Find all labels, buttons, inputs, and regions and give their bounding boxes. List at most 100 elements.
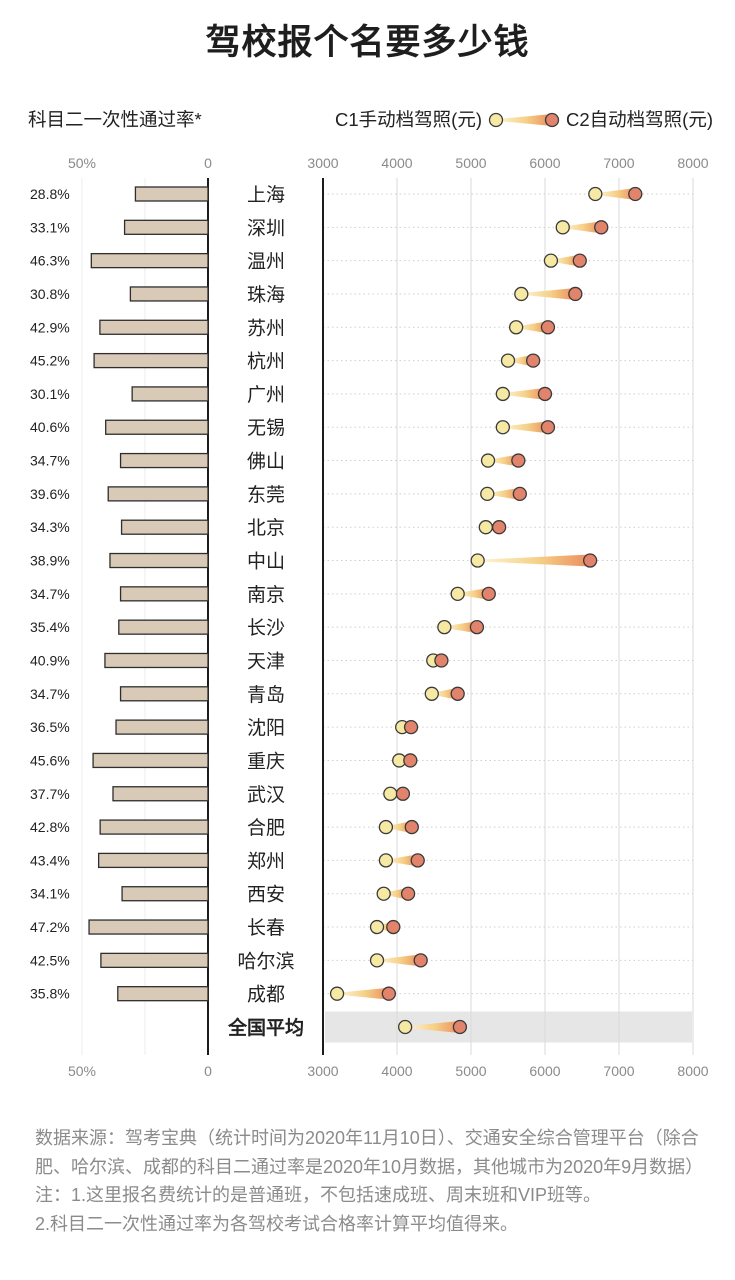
c1-price-marker: [495, 386, 510, 402]
city-label: 青岛: [247, 684, 285, 706]
c2-price-marker: [395, 786, 411, 801]
city-label: 上海: [247, 184, 285, 206]
city-label: 温州: [247, 251, 285, 273]
city-label: 武汉: [247, 784, 285, 806]
page-title: 驾校报个名要多少钱: [205, 23, 530, 62]
city-label: 无锡: [247, 417, 285, 439]
footer-notes: 数据来源：驾考宝典（统计时间为2020年11月10日）、交通安全综合管理平台（除…: [35, 1124, 703, 1238]
price-gap-connector: [457, 587, 489, 600]
c2-price-marker: [404, 819, 419, 835]
pass-rate-tick-label-top: 0: [204, 155, 212, 171]
city-label: 中山: [247, 551, 285, 573]
city-row: 40.6% 无锡: [30, 417, 556, 439]
pass-rate-bar: [119, 586, 209, 602]
c1-price-marker: [383, 786, 398, 801]
c2-price-marker: [410, 853, 425, 868]
city-row: 39.6% 东莞: [30, 484, 527, 506]
c2-price-marker: [400, 886, 416, 901]
pass-rate-label: 33.1%: [30, 219, 70, 235]
legend-c1-label: C1手动档驾照(元): [335, 109, 483, 130]
price-tick-label-bottom: 6000: [529, 1063, 560, 1079]
pass-rate-bar: [88, 919, 209, 935]
city-label: 成都: [247, 984, 285, 1006]
legend-c2-label: C2自动档驾照(元): [566, 109, 713, 130]
city-label: 合肥: [247, 817, 285, 839]
pass-rate-label: 34.1%: [30, 886, 70, 902]
c2-price-marker: [568, 286, 583, 302]
city-label: 珠海: [247, 284, 285, 306]
city-label: 长沙: [247, 617, 285, 639]
city-row: 33.1% 深圳: [30, 217, 609, 239]
c1-price-marker: [369, 919, 385, 935]
price-gap-connector: [385, 854, 418, 867]
city-row: 43.4% 郑州: [30, 850, 425, 872]
city-row: 37.7% 武汉: [30, 784, 411, 806]
pass-rate-bar: [90, 252, 209, 269]
pass-rate-label: 36.5%: [30, 719, 70, 735]
pass-rate-label: 42.8%: [30, 819, 70, 835]
c2-price-marker: [381, 986, 397, 1001]
c2-price-marker: [572, 253, 587, 268]
legend-c2-marker: [544, 112, 560, 128]
city-label: 哈尔滨: [237, 950, 294, 972]
c1-price-marker: [495, 420, 510, 435]
c1-price-marker: [480, 453, 496, 468]
pass-rate-label: 38.9%: [30, 553, 70, 569]
footnote-2: 2.科目二一次性通过率为各驾校考试合格率计算平均值得来。: [35, 1213, 519, 1234]
c1-price-marker: [397, 1019, 413, 1035]
price-tick-label-top: 4000: [381, 155, 412, 171]
city-row: 28.8% 上海: [30, 184, 643, 206]
pass-rate-label: 30.1%: [30, 386, 70, 402]
city-row: 42.8% 合肥: [30, 817, 419, 839]
pass-rate-label: 35.4%: [30, 619, 70, 635]
c1-price-marker: [508, 320, 524, 335]
price-gap-connector: [595, 188, 636, 200]
city-row: 47.2% 长春: [30, 917, 401, 939]
c2-price-marker: [537, 386, 553, 402]
price-gap-connector: [550, 254, 580, 267]
pass-rate-tick-label-bottom: 0: [204, 1063, 212, 1079]
c2-price-marker: [526, 353, 541, 368]
pass-rate-label: 39.6%: [30, 486, 70, 502]
legend-dumbbell-icon: [488, 112, 560, 128]
price-tick-label-bottom: 7000: [603, 1063, 634, 1079]
price-gap-connector: [488, 454, 519, 467]
city-row: 35.4% 长沙: [30, 617, 485, 639]
c1-price-marker: [478, 520, 493, 535]
city-label: 郑州: [247, 850, 285, 872]
city-label: 东莞: [247, 484, 285, 506]
pass-rate-bar: [100, 952, 209, 969]
c1-price-marker: [555, 220, 570, 235]
pass-rate-bar: [104, 652, 209, 669]
c2-price-marker: [452, 1019, 468, 1035]
c1-price-marker: [376, 886, 391, 901]
price-tick-label-top: 7000: [603, 155, 634, 171]
pass-rate-bar: [121, 886, 209, 902]
city-row: 38.9% 中山: [30, 551, 598, 573]
pass-rate-label: 43.4%: [30, 852, 70, 868]
price-gap-connector: [337, 987, 389, 1000]
pass-rate-bar: [123, 219, 209, 235]
pass-rate-label: 34.7%: [30, 586, 70, 602]
city-row: 34.7% 南京: [30, 584, 496, 606]
city-row: 36.5% 沈阳: [30, 717, 419, 739]
city-label: 深圳: [247, 217, 285, 239]
price-gap-connector: [444, 621, 477, 634]
c1-price-marker: [378, 853, 394, 868]
c2-price-marker: [386, 919, 401, 935]
city-label: 广州: [247, 384, 285, 406]
pass-rate-bar: [120, 519, 209, 535]
price-gap-connector: [405, 1021, 460, 1033]
c1-price-marker: [424, 686, 439, 701]
pass-rate-bar: [129, 286, 209, 302]
city-row: 40.9% 天津: [30, 650, 449, 672]
c2-price-marker: [403, 753, 418, 768]
city-row: 34.7% 佛山: [30, 451, 526, 473]
pass-rate-label: 30.8%: [30, 286, 70, 302]
city-row: 35.8% 成都: [30, 984, 397, 1006]
pass-rate-bar: [92, 752, 209, 769]
pass-rate-bar: [112, 786, 209, 802]
pass-rate-label: 37.7%: [30, 786, 70, 802]
city-row: 全国平均: [227, 1016, 468, 1039]
c1-price-marker: [470, 553, 485, 568]
